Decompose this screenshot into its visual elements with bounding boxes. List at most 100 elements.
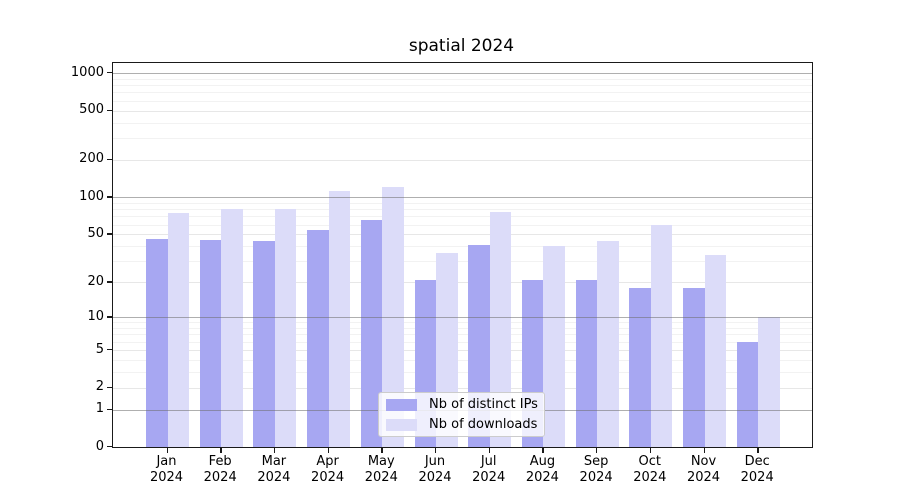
legend-swatch-downloads [386, 418, 417, 431]
gridline-minor [113, 334, 812, 336]
legend: Nb of distinct IPs Nb of downloads [378, 392, 545, 437]
x-tick-label: Jan 2024 [149, 454, 184, 485]
x-tick-mark [435, 448, 437, 453]
gridline [113, 110, 812, 112]
x-tick-mark [542, 448, 544, 453]
y-tick-label: 5 [95, 341, 104, 357]
x-tick-label: Jul 2024 [472, 454, 506, 485]
y-tick-mark [107, 72, 112, 74]
gridline-minor [113, 122, 812, 124]
y-tick-mark [107, 158, 112, 161]
gridline [113, 197, 812, 199]
bar-downloads [274, 209, 297, 447]
x-tick-mark [488, 448, 491, 453]
legend-row: Nb of downloads [386, 417, 544, 432]
y-tick-label: 1000 [70, 64, 104, 80]
y-tick-mark [107, 408, 112, 410]
gridline [113, 234, 812, 236]
gridline [113, 282, 812, 284]
y-tick-mark [107, 109, 112, 111]
x-tick-mark [649, 448, 652, 453]
x-tick-label: Aug 2024 [525, 454, 559, 485]
gridline [113, 317, 812, 319]
gridline-minor [113, 78, 812, 80]
gridline [113, 387, 812, 389]
bar-distinct-ips [360, 220, 383, 447]
x-tick-mark [757, 448, 759, 453]
plot-area [112, 62, 813, 448]
y-tick-label: 1 [95, 401, 104, 416]
x-tick-mark [327, 448, 329, 453]
bar-distinct-ips [736, 341, 759, 447]
y-tick-label: 200 [79, 151, 104, 167]
y-tick-label: 0 [95, 438, 104, 454]
gridline [113, 159, 812, 161]
gridline-minor [113, 209, 812, 211]
bar-downloads [704, 254, 726, 447]
y-tick-label: 10 [87, 308, 104, 324]
legend-label: Nb of distinct IPs [429, 397, 538, 412]
bar-distinct-ips [629, 287, 651, 447]
chart-title: spatial 2024 [408, 36, 515, 56]
x-tick-mark [166, 448, 168, 453]
bar-distinct-ips [683, 287, 705, 447]
gridline-minor [113, 322, 812, 324]
x-tick-mark [596, 448, 598, 453]
bar-distinct-ips [253, 240, 275, 447]
y-tick-mark [107, 386, 112, 388]
gridline [113, 350, 812, 351]
gridline-minor [113, 216, 812, 218]
y-tick-label: 50 [87, 225, 104, 241]
gridline-minor [113, 246, 812, 247]
legend-swatch-distinct-ips [386, 398, 417, 411]
bar-downloads [489, 211, 512, 447]
bar-distinct-ips [199, 239, 222, 447]
bar-downloads [382, 186, 404, 447]
y-tick-mark [107, 316, 112, 318]
bar-distinct-ips [146, 238, 168, 447]
gridline-minor [113, 328, 812, 330]
bar-downloads [597, 240, 619, 447]
gridline-minor [113, 359, 812, 361]
bar-downloads [543, 246, 565, 447]
gridline-minor [113, 372, 812, 373]
bar-distinct-ips [575, 279, 598, 447]
x-tick-label: May 2024 [364, 454, 398, 485]
x-tick-mark [220, 448, 222, 453]
gridline-minor [113, 341, 812, 343]
x-tick-mark [381, 448, 383, 453]
gridline-minor [113, 202, 812, 204]
bar-downloads [167, 213, 189, 447]
x-tick-mark [703, 448, 705, 453]
y-tick-mark [107, 233, 112, 235]
bar-downloads [328, 190, 351, 447]
x-tick-label: Jun 2024 [418, 454, 452, 485]
legend-label: Nb of downloads [429, 417, 538, 432]
x-tick-label: Dec 2024 [740, 454, 774, 485]
bar-distinct-ips [307, 230, 329, 447]
bar-downloads [758, 317, 780, 447]
x-tick-label: Apr 2024 [311, 454, 345, 485]
x-tick-label: Oct 2024 [633, 454, 667, 485]
x-tick-label: Feb 2024 [203, 454, 237, 485]
x-tick-label: Sep 2024 [579, 454, 613, 485]
y-tick-mark [107, 446, 112, 448]
y-tick-label: 20 [87, 273, 104, 289]
x-tick-mark [273, 448, 276, 453]
y-tick-mark [107, 196, 112, 198]
legend-row: Nb of distinct IPs [386, 397, 544, 412]
bar-downloads [650, 224, 673, 447]
gridline [113, 73, 812, 74]
x-tick-label: Mar 2024 [257, 454, 291, 485]
gridline-minor [113, 138, 812, 140]
y-tick-label: 100 [79, 188, 104, 204]
gridline-minor [113, 261, 812, 263]
gridline-minor [113, 100, 812, 102]
bar-downloads [221, 209, 243, 447]
gridline-minor [113, 85, 812, 87]
x-tick-label: Nov 2024 [686, 454, 721, 485]
y-tick-mark [107, 281, 112, 283]
gridline-minor [113, 92, 812, 94]
gridline-minor [113, 224, 812, 226]
